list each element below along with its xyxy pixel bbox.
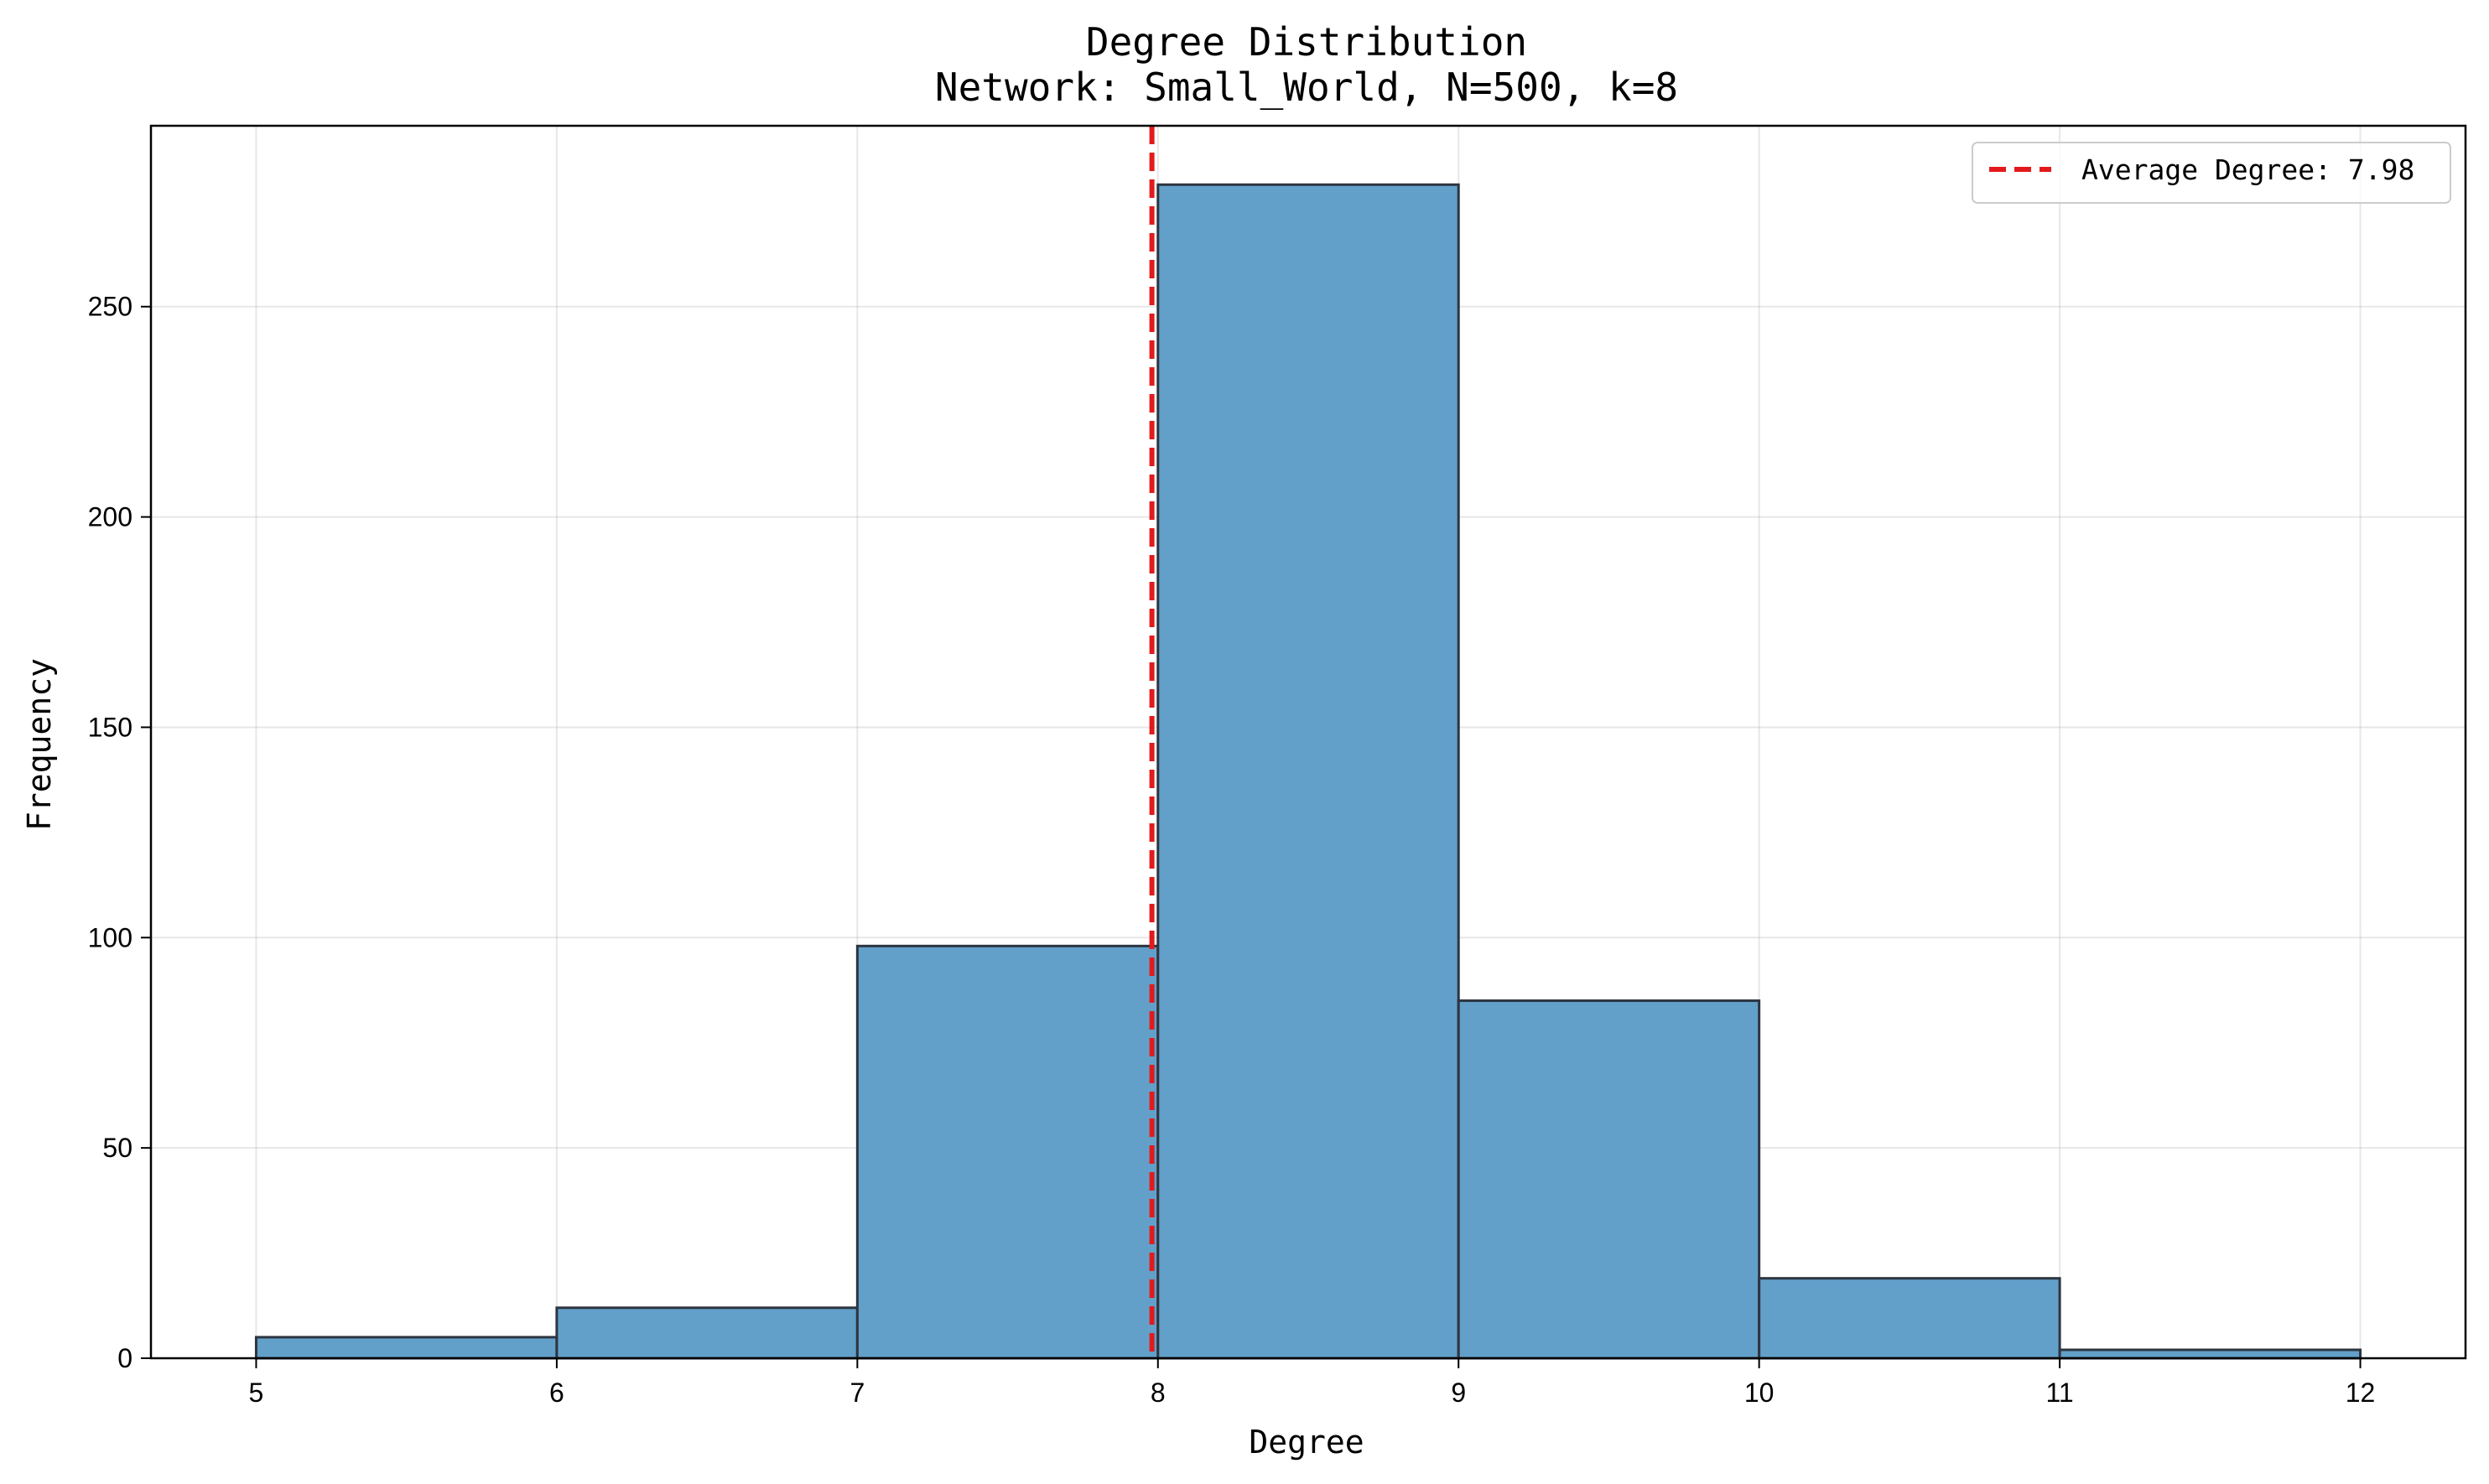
histogram-bars: [254, 183, 2362, 1360]
histogram-bar: [855, 944, 1160, 1360]
y-tick-label: 150: [88, 712, 133, 742]
histogram-bar: [1156, 183, 1460, 1360]
legend-box: [1972, 142, 2451, 204]
x-tick-label: 9: [1451, 1378, 1466, 1408]
histogram-bar: [555, 1306, 859, 1360]
x-axis-ticks: 5 6 7 8 9 10 11 12: [249, 1358, 2376, 1408]
x-tick-label: 12: [2346, 1378, 2376, 1408]
histogram-bar: [2058, 1348, 2362, 1360]
y-tick-label: 250: [88, 292, 133, 322]
x-axis-label: Degree: [1249, 1424, 1364, 1461]
y-tick-label: 200: [88, 502, 133, 532]
x-tick-label: 6: [549, 1378, 564, 1408]
legend-label-average-degree: Average Degree: 7.98: [2081, 153, 2414, 186]
y-tick-label: 0: [117, 1343, 133, 1373]
y-axis-ticks: 0 50 100 150 200 250: [88, 292, 151, 1373]
histogram-bar: [254, 1336, 559, 1360]
y-tick-label: 100: [88, 922, 133, 952]
y-axis-label: Frequency: [21, 658, 58, 831]
histogram-bar: [1758, 1277, 2061, 1360]
x-tick-label: 5: [249, 1378, 264, 1408]
x-tick-label: 10: [1744, 1378, 1775, 1408]
x-tick-label: 11: [2045, 1378, 2073, 1408]
chart-subtitle: Network: Small_World, N=500, k=8: [935, 65, 1678, 110]
legend: Average Degree: 7.98: [1972, 142, 2451, 204]
x-tick-label: 7: [850, 1378, 865, 1408]
histogram-bar: [1457, 999, 1761, 1360]
x-tick-label: 8: [1151, 1378, 1166, 1408]
chart-title: Degree Distribution: [1086, 19, 1527, 65]
y-tick-label: 50: [102, 1133, 133, 1163]
plot-frame: [149, 124, 2467, 1360]
